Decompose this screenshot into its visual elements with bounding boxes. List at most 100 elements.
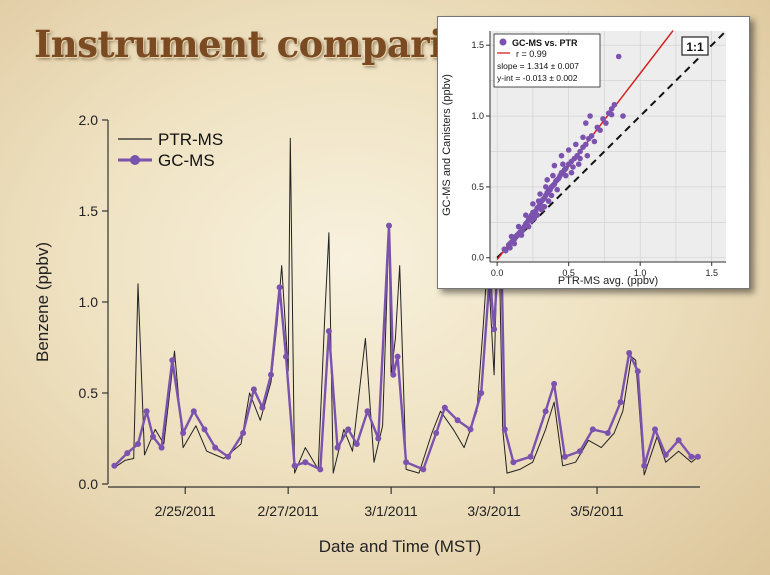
scatter-x-tick-label: 0.5 bbox=[562, 268, 575, 278]
y-tick-label: 2.0 bbox=[79, 112, 99, 128]
data-point-gc-ms bbox=[542, 408, 549, 415]
data-point-gc-ms bbox=[240, 430, 247, 436]
scatter-point bbox=[584, 152, 591, 159]
scatter-point bbox=[544, 177, 550, 183]
x-axis-label: Date and Time (MST) bbox=[319, 537, 482, 556]
scatter-point bbox=[573, 141, 579, 148]
data-point-gc-ms bbox=[225, 453, 232, 460]
x-tick-label: 2/25/2011 bbox=[155, 503, 216, 519]
x-tick-label: 3/1/2011 bbox=[364, 503, 418, 519]
scatter-legend-fit-label: r = 0.99 bbox=[516, 49, 547, 59]
data-point-gc-ms bbox=[201, 426, 208, 433]
scatter-point bbox=[588, 133, 595, 139]
scatter-x-tick-label: 1.0 bbox=[634, 268, 647, 278]
data-point-gc-ms bbox=[345, 426, 352, 433]
legend-gc-ms-label: GC-MS bbox=[158, 151, 215, 170]
scatter-point bbox=[545, 198, 552, 204]
scatter-point bbox=[580, 134, 586, 141]
scatter-point bbox=[507, 245, 513, 251]
data-point-gc-ms bbox=[433, 430, 440, 436]
data-point-gc-ms bbox=[501, 426, 508, 433]
scatter-point bbox=[575, 161, 582, 167]
data-point-gc-ms bbox=[662, 451, 669, 458]
data-point-gc-ms bbox=[111, 462, 118, 469]
scatter-x-tick-label: 0.0 bbox=[491, 268, 504, 278]
scatter-y-tick-label: 0.0 bbox=[471, 253, 484, 263]
inset-scatter-panel: 0.0 0.5 1.0 1.5 0.0 0.5 1.0 1.5 PTR-MS avg. (pp… bbox=[437, 16, 750, 289]
data-point-gc-ms bbox=[212, 444, 219, 451]
scatter-legend-points-label: GC-MS vs. PTR bbox=[512, 38, 578, 48]
scatter-point bbox=[511, 240, 518, 247]
x-tick-label: 2/27/2011 bbox=[258, 503, 319, 519]
scatter-points bbox=[501, 53, 626, 254]
scatter-point bbox=[597, 127, 603, 133]
y-axis-label: Benzene (ppbv) bbox=[33, 242, 52, 362]
one-to-one-label: 1:1 bbox=[686, 40, 704, 54]
data-point-gc-ms bbox=[317, 466, 324, 473]
scatter-point bbox=[515, 223, 522, 230]
scatter-point bbox=[583, 120, 589, 126]
scatter-legend-marker bbox=[499, 38, 507, 46]
series-line-gc-ms bbox=[113, 209, 698, 471]
scatter-point bbox=[560, 161, 566, 167]
scatter-point bbox=[577, 155, 583, 162]
y-tick-label: 1.0 bbox=[79, 294, 99, 310]
scatter-point bbox=[531, 215, 538, 221]
data-point-gc-ms bbox=[454, 417, 461, 424]
data-point-gc-ms bbox=[478, 390, 485, 396]
data-point-gc-ms bbox=[394, 353, 401, 360]
scatter-point bbox=[551, 162, 558, 169]
scatter-point bbox=[615, 53, 622, 60]
scatter-point bbox=[548, 192, 555, 199]
scatter-point bbox=[523, 212, 529, 218]
data-point-gc-ms bbox=[403, 459, 410, 466]
scatter-y-axis-label: GC-MS and Canisters (ppbv) bbox=[441, 74, 453, 216]
x-tick-label: 3/5/2011 bbox=[570, 503, 624, 519]
scatter-legend-slope: slope = 1.314 ± 0.007 bbox=[497, 61, 579, 71]
scatter-point bbox=[518, 232, 525, 238]
scatter-y-tick-label: 0.5 bbox=[471, 182, 484, 192]
scatter-point bbox=[537, 191, 543, 197]
scatter-point bbox=[608, 111, 615, 118]
data-point-gc-ms bbox=[124, 450, 131, 457]
data-point-gc-ms bbox=[589, 426, 596, 433]
data-point-gc-ms bbox=[491, 326, 498, 333]
scatter-point bbox=[565, 147, 572, 153]
scatter-point bbox=[603, 120, 609, 126]
x-tick-label: 3/3/2011 bbox=[467, 503, 521, 519]
scatter-point bbox=[502, 247, 509, 254]
time-series-axes: 0.0 0.5 1.0 1.5 2.0 2/25/2011 2/27/2011 3/1/201… bbox=[79, 112, 700, 519]
data-point-gc-ms bbox=[688, 453, 695, 460]
data-point-gc-ms bbox=[561, 453, 568, 460]
data-point-gc-ms bbox=[386, 222, 392, 229]
data-point-gc-ms bbox=[268, 371, 274, 378]
data-point-gc-ms bbox=[334, 444, 341, 451]
data-point-gc-ms bbox=[291, 462, 298, 469]
scatter-point bbox=[611, 101, 618, 108]
scatter-legend-intercept: y-int = -0.013 ± 0.002 bbox=[497, 73, 578, 83]
time-series-legend: PTR-MS GC-MS bbox=[118, 130, 223, 170]
scatter-point bbox=[568, 169, 575, 176]
data-point-gc-ms bbox=[441, 404, 448, 411]
y-tick-label: 1.5 bbox=[79, 203, 99, 219]
data-point-gc-ms bbox=[276, 284, 283, 291]
scatter-y-tick-label: 1.5 bbox=[471, 40, 484, 50]
data-point-gc-ms bbox=[325, 328, 332, 335]
scatter-point bbox=[554, 186, 560, 193]
scatter-point bbox=[538, 206, 545, 213]
scatter-point bbox=[600, 116, 606, 122]
scatter-point bbox=[583, 141, 589, 148]
scatter-x-axis-label: PTR-MS avg. (ppbv) bbox=[558, 275, 658, 287]
scatter-point bbox=[608, 106, 615, 112]
scatter-point bbox=[550, 172, 556, 179]
scatter-point bbox=[570, 164, 576, 170]
scatter-point bbox=[563, 165, 569, 172]
scatter-point bbox=[530, 201, 536, 207]
scatter-point bbox=[563, 172, 569, 179]
data-point-gc-ms bbox=[551, 380, 558, 387]
data-point-gc-ms bbox=[390, 371, 397, 378]
data-point-gc-ms bbox=[169, 357, 176, 364]
scatter-point bbox=[587, 113, 593, 119]
slide-title: Instrument comparison bbox=[34, 22, 514, 66]
